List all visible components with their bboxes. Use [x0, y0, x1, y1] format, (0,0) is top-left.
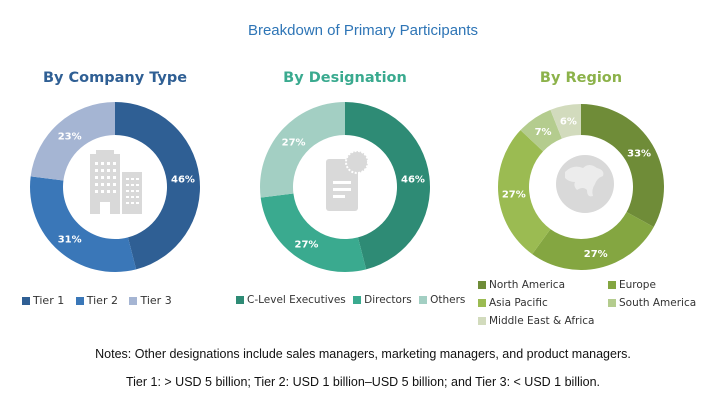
legend-item: Tier 2 — [75, 294, 118, 307]
legend-item: South America — [608, 294, 696, 312]
certificate-document-icon — [326, 150, 369, 211]
legend-label: North America — [489, 279, 566, 291]
legend-swatch — [478, 317, 486, 325]
legend-company-type: Tier 1 Tier 2 Tier 3 — [22, 294, 180, 308]
legend-label: Others — [430, 294, 466, 306]
donut-region: 33% 27% 27% 7% 6% — [498, 104, 664, 270]
legend-item: C-Level Executives — [236, 294, 346, 306]
legend-label: Europe — [619, 279, 656, 291]
notes-designations: Notes: Other designations include sales … — [95, 347, 631, 361]
legend-label: C-Level Executives — [247, 294, 346, 306]
legend-swatch — [353, 296, 362, 304]
legend-label: Asia Pacific — [489, 297, 548, 309]
legend-item: North America — [478, 276, 600, 294]
data-label: 46% — [401, 174, 425, 185]
legend-swatch — [608, 299, 616, 307]
donut-slice-middle-east-africa — [550, 104, 581, 139]
legend-label: Tier 2 — [86, 294, 118, 307]
subtitle-company-type: By Company Type — [42, 70, 188, 86]
legend-swatch — [236, 296, 244, 304]
donut-slice-asia-pacific — [498, 130, 551, 255]
legend-item: Asia Pacific — [478, 294, 600, 312]
legend-region: North America Europe Asia Pacific South … — [478, 276, 704, 330]
donut-company-type: 46% 31% 23% — [29, 102, 200, 272]
donut-slice-tier-1 — [115, 102, 200, 270]
donut-slice-tier-3 — [30, 102, 115, 181]
donut-slice-c-level-executives — [345, 102, 430, 270]
legend-item: Others — [419, 294, 465, 306]
data-label: 31% — [58, 234, 82, 245]
legend-swatch — [478, 281, 486, 289]
legend-item: Middle East & Africa — [478, 312, 595, 330]
donut-slice-directors — [260, 193, 367, 272]
data-label: 46% — [171, 174, 195, 185]
legend-swatch — [75, 296, 84, 305]
donut-slice-south-america — [520, 109, 562, 152]
legend-label: Tier 3 — [140, 294, 172, 307]
legend-label: South America — [619, 297, 697, 309]
legend-swatch — [419, 296, 428, 304]
donut-designation: 46% 27% 27% — [260, 102, 430, 272]
legend-label: Tier 1 — [33, 294, 65, 307]
legend-label: Middle East & Africa — [489, 315, 595, 327]
data-label: 27% — [502, 189, 526, 200]
legend-item: Tier 3 — [129, 294, 172, 307]
data-label: 7% — [535, 127, 552, 138]
notes-tiers: Tier 1: > USD 5 billion; Tier 2: USD 1 b… — [125, 375, 601, 389]
data-label: 27% — [282, 138, 306, 149]
data-label: 33% — [627, 149, 651, 160]
legend-designation: C-Level Executives Directors Others — [236, 294, 465, 307]
legend-swatch — [22, 296, 30, 305]
legend-swatch — [478, 299, 486, 307]
donut-slice-europe — [532, 212, 654, 270]
subtitle-region: By Region — [539, 70, 623, 86]
legend-item: Tier 1 — [22, 294, 64, 307]
donut-slice-north-america — [581, 104, 664, 227]
legend-swatch — [608, 281, 616, 289]
building-icon — [90, 150, 142, 214]
legend-label: Directors — [364, 294, 412, 306]
data-label: 6% — [560, 117, 577, 128]
data-label: 27% — [295, 240, 319, 251]
data-label: 27% — [584, 249, 608, 260]
chart-title: Breakdown of Primary Participants — [247, 22, 479, 39]
globe-icon — [556, 155, 614, 213]
donut-slice-tier-2 — [29, 176, 137, 272]
legend-item: Directors — [353, 294, 412, 306]
legend-item: Europe — [608, 276, 656, 294]
legend-swatch — [129, 296, 138, 305]
data-label: 23% — [58, 132, 82, 143]
donut-slice-others — [260, 102, 345, 198]
subtitle-designation: By Designation — [283, 70, 407, 86]
